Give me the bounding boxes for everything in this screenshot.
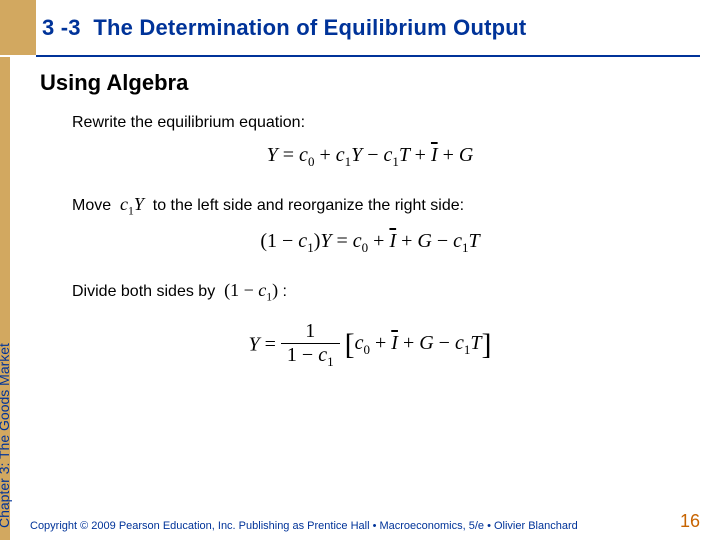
line-1: Rewrite the equilibrium equation: — [72, 112, 700, 134]
line-2: Move c1Y to the left side and reorganize… — [72, 192, 700, 220]
equation-1: Y = c0 + c1Y − c1T + I + G — [40, 144, 700, 170]
fraction: 1 1 − c1 — [281, 320, 340, 370]
line-3a: Divide both sides by — [72, 283, 215, 300]
chapter-label: Chapter 3: The Goods Market — [0, 343, 12, 528]
equation-2: (1 − c1)Y = c0 + I + G − c1T — [40, 230, 700, 256]
line-2b: to the left side and reorganize the righ… — [153, 197, 464, 214]
content-area: Using Algebra Rewrite the equilibrium eq… — [40, 70, 700, 392]
title-text: The Determination of Equilibrium Output — [93, 15, 526, 40]
slide-title: 3 -3 The Determination of Equilibrium Ou… — [42, 15, 526, 41]
line-3b: : — [283, 283, 287, 300]
line-3: Divide both sides by (1 − c1) : — [72, 278, 700, 306]
title-underline — [36, 55, 700, 57]
copyright: Copyright © 2009 Pearson Education, Inc.… — [30, 520, 578, 532]
line-2a: Move — [72, 197, 111, 214]
footer: Copyright © 2009 Pearson Education, Inc.… — [30, 511, 700, 532]
equation-3: Y = 1 1 − c1 [c0 + I + G − c1T] — [40, 320, 700, 370]
title-bar: 3 -3 The Determination of Equilibrium Ou… — [36, 0, 720, 55]
top-accent-block — [0, 0, 36, 55]
section-number: 3 -3 — [42, 15, 81, 40]
subtitle: Using Algebra — [40, 70, 700, 96]
page-number: 16 — [680, 511, 700, 532]
inline-1mc1: (1 − c1) — [224, 280, 278, 300]
inline-c1Y: c1Y — [120, 194, 144, 214]
